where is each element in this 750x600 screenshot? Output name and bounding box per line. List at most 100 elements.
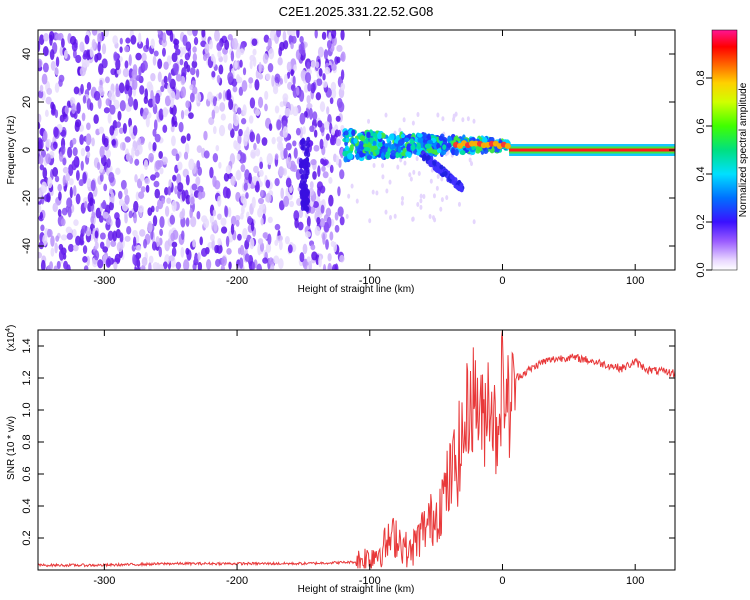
heatmap-cell — [135, 75, 142, 82]
heatmap-cell — [347, 193, 351, 199]
heatmap-cell — [159, 228, 163, 237]
heatmap-cell — [302, 126, 306, 135]
heatmap-cell — [416, 112, 420, 118]
heatmap-cell — [345, 137, 350, 143]
heatmap-cell — [166, 197, 172, 204]
heatmap-cell — [56, 260, 61, 270]
heatmap-cell — [72, 137, 77, 145]
heatmap-cell — [81, 56, 88, 69]
heatmap-cell — [245, 192, 249, 199]
heatmap-cell — [274, 105, 280, 114]
heatmap-cell — [335, 138, 342, 147]
heatmap-cell — [340, 30, 345, 41]
heatmap-cell — [58, 191, 62, 201]
y-tick-label: 1.4 — [21, 338, 33, 353]
snr-x-label: Height of straight line (km) — [298, 584, 415, 595]
heatmap-cell — [173, 38, 180, 46]
heatmap-cell — [377, 142, 383, 148]
heatmap-cell — [208, 117, 215, 126]
heatmap-cell — [230, 128, 235, 139]
heatmap-cell — [38, 241, 44, 250]
heatmap-cell — [110, 240, 117, 248]
heatmap-cell — [299, 168, 304, 175]
heatmap-cell — [251, 261, 256, 270]
heatmap-cell — [188, 112, 194, 120]
heatmap-cell — [389, 144, 396, 150]
heatmap-cell — [277, 57, 283, 66]
heatmap-cell — [180, 86, 187, 98]
heatmap-cell — [457, 201, 461, 207]
heatmap-cell — [212, 152, 219, 163]
heatmap-cell — [377, 132, 382, 140]
heatmap-cell — [86, 122, 91, 131]
heatmap-cell — [216, 42, 223, 52]
heatmap-cell — [432, 193, 436, 199]
heatmap-cell — [436, 174, 440, 180]
heatmap-cell — [169, 78, 176, 90]
heatmap-cell — [116, 241, 124, 253]
heatmap-cell — [169, 214, 176, 225]
heatmap-cell — [212, 209, 217, 217]
heatmap-cell — [287, 244, 293, 254]
heatmap-cell — [263, 34, 270, 43]
heatmap-cell — [160, 85, 165, 93]
heatmap-cell — [368, 218, 372, 224]
heatmap-cell — [132, 253, 136, 265]
heatmap-cell — [244, 253, 250, 262]
heatmap-cell — [301, 139, 306, 146]
heatmap-cell — [258, 169, 264, 177]
heatmap-cell — [203, 130, 208, 141]
heatmap-cell — [227, 72, 234, 83]
heatmap-cell — [196, 210, 201, 220]
y-tick-label: -20 — [21, 190, 33, 206]
heatmap-cell — [76, 102, 81, 114]
heatmap-cell — [322, 263, 327, 270]
heatmap-cell — [139, 85, 145, 95]
heatmap-cell — [249, 97, 256, 109]
heatmap-cell — [433, 166, 438, 172]
heatmap-cell — [114, 127, 119, 137]
heatmap-cell — [260, 217, 264, 226]
heatmap-cell — [419, 204, 423, 210]
heatmap-cell — [255, 133, 261, 145]
heatmap-cell — [249, 131, 256, 143]
heatmap-cell — [81, 112, 86, 122]
heatmap-cell — [68, 243, 74, 253]
heatmap-cell — [265, 179, 271, 189]
heatmap-cell — [291, 164, 298, 173]
heatmap-cell — [328, 194, 334, 207]
heatmap-cell — [296, 86, 300, 96]
heatmap-cell — [343, 155, 348, 163]
heatmap-cell — [242, 227, 248, 240]
heatmap-cell — [112, 94, 116, 103]
heatmap-cell — [411, 216, 415, 222]
heatmap-cell — [173, 63, 179, 76]
heatmap-cell — [110, 192, 115, 204]
heatmap-cell — [171, 247, 177, 257]
heatmap-cell — [317, 165, 321, 178]
heatmap-cell — [375, 190, 379, 196]
heatmap-cell — [125, 152, 131, 162]
heatmap-cell — [202, 53, 208, 61]
heatmap-cell — [164, 240, 170, 252]
heatmap-cell — [109, 104, 116, 115]
heatmap-cell — [147, 221, 153, 233]
heatmap-cell — [53, 126, 59, 138]
heatmap-cell — [408, 172, 412, 178]
heatmap-cell — [416, 133, 423, 138]
spectrogram-x-ticks: -300 -200 -100 0 100 — [93, 30, 644, 287]
heatmap-cell — [39, 84, 44, 92]
heatmap-cell — [189, 92, 195, 103]
heatmap-cell — [298, 162, 303, 169]
heatmap-cell — [325, 239, 329, 250]
heatmap-cell — [402, 117, 406, 123]
heatmap-cell — [315, 61, 320, 69]
heatmap-cell — [149, 156, 154, 163]
heatmap-cell — [325, 133, 330, 141]
heatmap-cell — [115, 167, 121, 176]
heatmap-cell — [162, 124, 168, 134]
heatmap-cell — [185, 41, 192, 52]
heatmap-cell — [138, 32, 142, 45]
heatmap-cell — [102, 211, 109, 219]
